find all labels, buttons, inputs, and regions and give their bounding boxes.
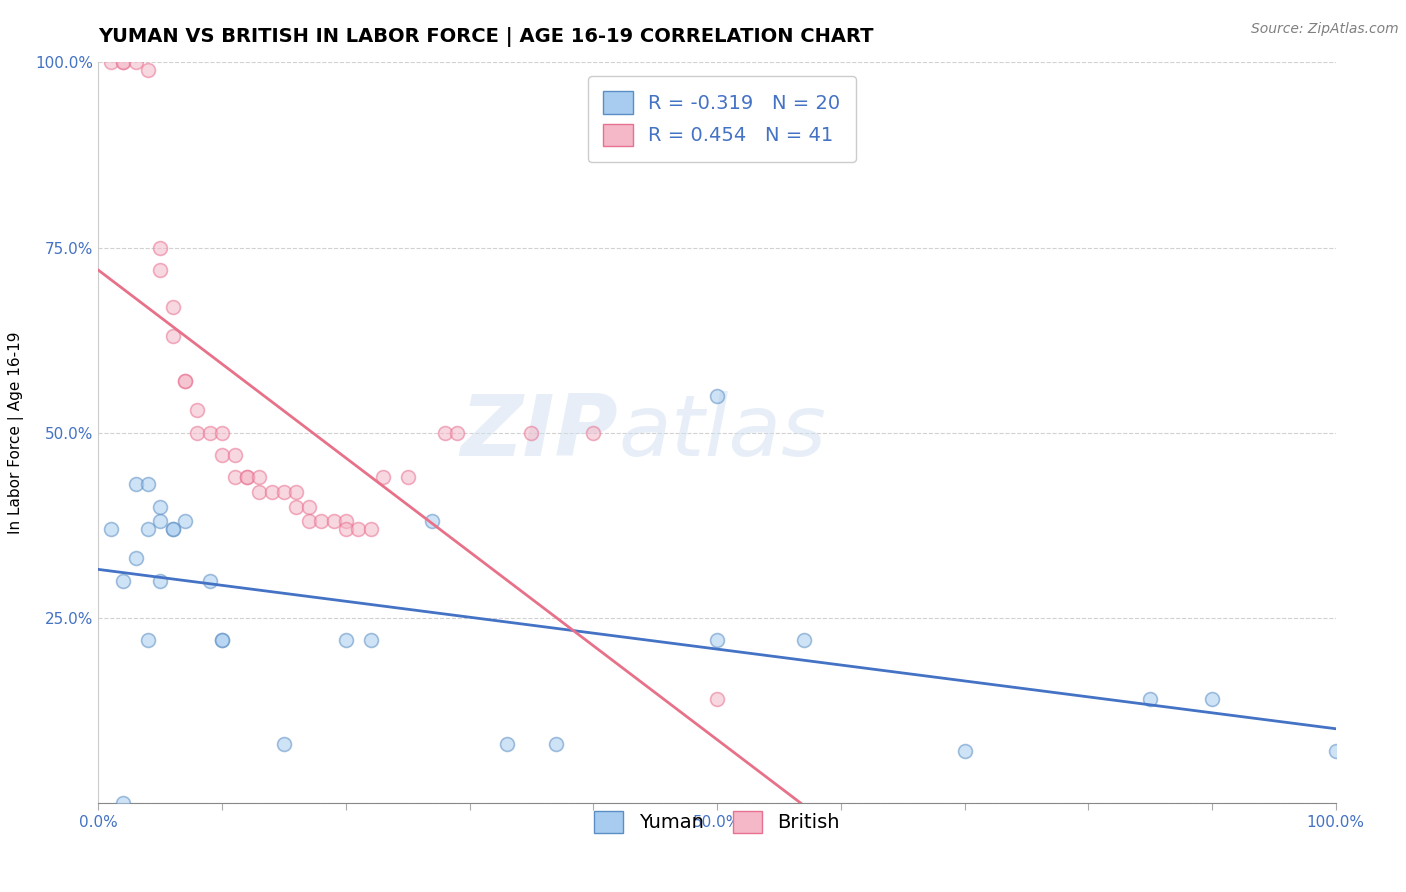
Point <box>211 425 233 440</box>
Point <box>211 632 233 647</box>
Point <box>520 425 543 440</box>
Point <box>224 470 246 484</box>
Text: ZIP: ZIP <box>460 391 619 475</box>
Point <box>953 744 976 758</box>
Point <box>174 374 197 388</box>
Point <box>236 470 259 484</box>
Point <box>198 574 221 588</box>
Point <box>422 515 444 529</box>
Point <box>211 448 233 462</box>
Point <box>1139 692 1161 706</box>
Point <box>706 692 728 706</box>
Point <box>273 737 295 751</box>
Point <box>100 55 122 70</box>
Point <box>371 470 394 484</box>
Point <box>174 374 197 388</box>
Point <box>112 55 135 70</box>
Point <box>793 632 815 647</box>
Point <box>100 522 122 536</box>
Point <box>124 551 146 566</box>
Text: atlas: atlas <box>619 391 827 475</box>
Point <box>1201 692 1223 706</box>
Text: Source: ZipAtlas.com: Source: ZipAtlas.com <box>1251 22 1399 37</box>
Point <box>149 240 172 255</box>
Point <box>285 500 308 514</box>
Point <box>360 632 382 647</box>
Point <box>322 515 344 529</box>
Point <box>186 425 208 440</box>
Point <box>360 522 382 536</box>
Point <box>396 470 419 484</box>
Point <box>224 448 246 462</box>
Point <box>706 388 728 402</box>
Point <box>136 477 159 491</box>
Point <box>174 515 197 529</box>
Point <box>162 300 184 314</box>
Point <box>124 55 146 70</box>
Point <box>335 515 357 529</box>
Point <box>706 632 728 647</box>
Point <box>433 425 456 440</box>
Point <box>309 515 332 529</box>
Point <box>162 329 184 343</box>
Point <box>582 425 605 440</box>
Point <box>162 522 184 536</box>
Point <box>136 632 159 647</box>
Point <box>198 425 221 440</box>
Point <box>335 632 357 647</box>
Point <box>1324 744 1347 758</box>
Point <box>211 632 233 647</box>
Point <box>149 574 172 588</box>
Point <box>136 522 159 536</box>
Point <box>112 574 135 588</box>
Point <box>298 500 321 514</box>
Point <box>446 425 468 440</box>
Point <box>347 522 370 536</box>
Point <box>335 522 357 536</box>
Point <box>260 484 283 499</box>
Point <box>124 477 146 491</box>
Point <box>162 522 184 536</box>
Point <box>273 484 295 499</box>
Point <box>112 55 135 70</box>
Point <box>247 470 270 484</box>
Point <box>186 403 208 417</box>
Text: YUMAN VS BRITISH IN LABOR FORCE | AGE 16-19 CORRELATION CHART: YUMAN VS BRITISH IN LABOR FORCE | AGE 16… <box>98 27 875 46</box>
Point <box>298 515 321 529</box>
Point <box>285 484 308 499</box>
Y-axis label: In Labor Force | Age 16-19: In Labor Force | Age 16-19 <box>8 331 24 534</box>
Point <box>136 62 159 77</box>
Legend: Yuman, British: Yuman, British <box>578 795 856 848</box>
Point <box>495 737 517 751</box>
Point <box>149 515 172 529</box>
Point <box>546 737 568 751</box>
Point <box>247 484 270 499</box>
Point <box>112 796 135 810</box>
Point <box>149 500 172 514</box>
Point <box>236 470 259 484</box>
Point <box>149 262 172 277</box>
